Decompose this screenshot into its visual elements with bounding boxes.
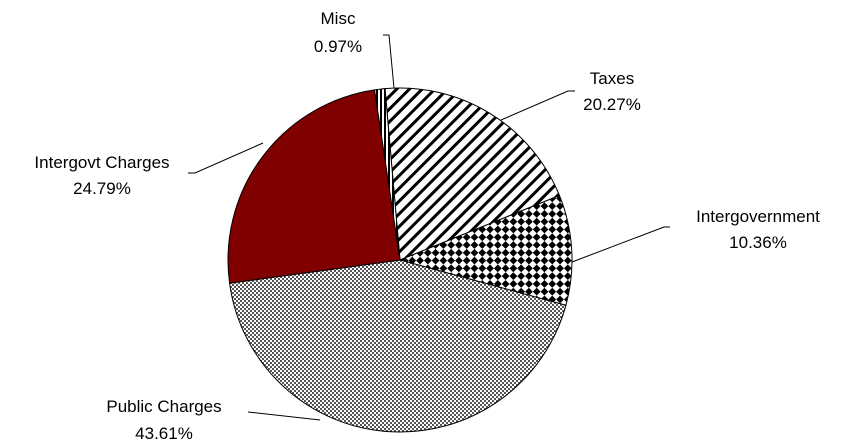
leader-line-public-charges [247, 411, 321, 421]
label-intergovernment-pct: 10.36% [729, 233, 787, 252]
label-intergovt-charges-pct: 24.79% [73, 179, 131, 198]
slice-taxes [384, 87, 561, 261]
slice-intergovt-charges [227, 89, 401, 284]
label-misc-name: Misc [321, 9, 356, 28]
label-taxes-pct: 20.27% [583, 95, 641, 114]
slice-public-charges [229, 259, 567, 433]
leader-line-intergovernment [571, 226, 670, 263]
leader-line-intergovt-charges [188, 142, 264, 174]
label-taxes-name: Taxes [590, 69, 634, 88]
pie-slices [227, 87, 573, 433]
leader-lines [188, 34, 670, 421]
leader-line-taxes [500, 90, 575, 121]
label-public-charges-name: Public Charges [106, 397, 221, 416]
label-misc-pct: 0.97% [314, 37, 362, 56]
slice-misc [374, 88, 401, 261]
slice-labels: Misc 0.97% Taxes 20.27% Intergovt Charge… [34, 9, 820, 443]
label-intergovernment-name: Intergovernment [696, 207, 820, 226]
slice-intergovernment [398, 194, 573, 306]
label-public-charges-pct: 43.61% [135, 424, 193, 443]
leader-line-misc [383, 34, 395, 89]
label-intergovt-charges-name: Intergovt Charges [34, 153, 169, 172]
